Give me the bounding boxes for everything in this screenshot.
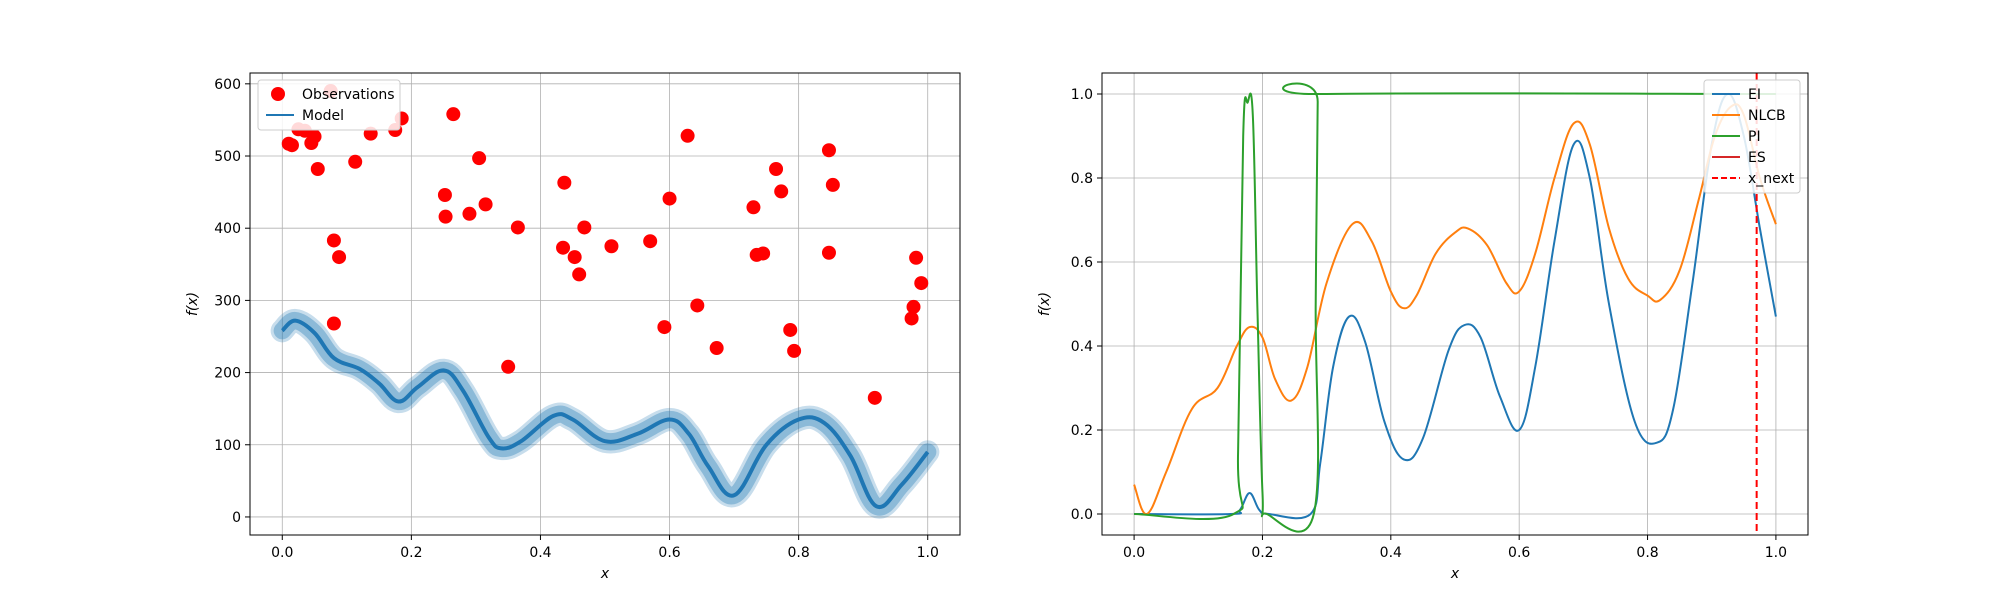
panel-2: 0.0 0.2 0.4 0.6 0.8 1.0 0.0 0.2 0.4 0.6 0.8 1.0 x f(x…	[1037, 72, 1809, 582]
observation-point	[680, 128, 695, 143]
observation-point	[478, 197, 493, 212]
legend-entry-observations-marker	[271, 87, 285, 101]
observation-point	[662, 191, 677, 206]
observation-point	[556, 240, 571, 255]
observation-point	[904, 311, 919, 326]
y-axis-label: f(x)	[185, 292, 201, 316]
series-model-line	[280, 318, 930, 510]
observation-point	[906, 299, 921, 314]
legend: EI NLCB PI ES x_next	[1703, 79, 1801, 194]
plot-area	[270, 84, 940, 519]
legend-entry-model-label: Model	[302, 108, 344, 124]
x-tick-label: 0.4	[529, 545, 551, 561]
y-tick-label: 100	[214, 438, 241, 454]
x-tick-label: 0.4	[1380, 545, 1402, 561]
observation-point	[690, 298, 705, 313]
x-tick-label: 0.8	[788, 545, 810, 561]
series-pi-line	[1134, 82, 1776, 533]
x-tick-label: 1.0	[1765, 545, 1787, 561]
observation-point	[567, 250, 582, 265]
grid	[1102, 73, 1808, 535]
x-tick-label: 0.6	[658, 545, 680, 561]
panel-1: 0.0 0.2 0.4 0.6 0.8 1.0 0 100 200 300 400 500 600 x f(…	[185, 72, 961, 582]
x-tick-label: 0.0	[1123, 545, 1145, 561]
observation-point	[284, 138, 299, 153]
observation-point	[643, 234, 658, 249]
x-tick-label: 0.8	[1636, 545, 1658, 561]
observation-point	[472, 151, 487, 166]
observation-point	[746, 200, 761, 215]
x-axis-label: x	[1450, 566, 1460, 582]
observation-point	[657, 320, 672, 335]
legend-entry-x-next-label: x_next	[1748, 171, 1795, 187]
series-nlcb-line	[1133, 103, 1777, 515]
observation-point	[438, 209, 453, 224]
y-tick-label: 0.2	[1071, 423, 1093, 439]
observation-point	[557, 175, 572, 190]
legend: Observations Model	[257, 79, 401, 131]
series-ei-line	[1134, 93, 1777, 520]
observation-point	[462, 206, 477, 221]
legend-box	[257, 79, 401, 131]
x-axis-label: x	[600, 566, 610, 582]
y-tick-label: 200	[214, 366, 241, 382]
observation-point	[821, 245, 836, 260]
axes-frame	[249, 72, 961, 536]
y-tick-label: 0	[232, 510, 241, 526]
y-tick-label: 0.6	[1071, 255, 1093, 271]
y-tick-label: 400	[214, 221, 241, 237]
y-tick-label: 300	[214, 293, 241, 309]
legend-entry-ei-label: EI	[1748, 87, 1761, 103]
y-tick-label: 0.0	[1071, 507, 1093, 523]
observation-point	[572, 267, 587, 282]
x-tick-label: 0.6	[1508, 545, 1530, 561]
x-tick-label: 0.2	[400, 545, 422, 561]
observation-point	[437, 187, 452, 202]
observation-point	[446, 107, 461, 122]
observation-point	[909, 250, 924, 265]
observation-point	[310, 162, 325, 177]
legend-box	[1703, 79, 1801, 194]
y-axis-label: f(x)	[1037, 292, 1053, 316]
observation-point	[821, 143, 836, 158]
observation-point	[756, 246, 771, 261]
observation-point	[501, 359, 516, 374]
observation-point	[577, 220, 592, 235]
observation-point	[787, 343, 802, 358]
series-observations	[281, 84, 929, 405]
y-tick-label: 1.0	[1071, 87, 1093, 103]
model-uncertainty-band	[270, 308, 940, 519]
grid	[250, 73, 960, 535]
observation-point	[783, 322, 798, 337]
observation-point	[769, 162, 784, 177]
x-tick-label: 0.0	[271, 545, 293, 561]
y-tick-label: 600	[214, 77, 241, 93]
observation-point	[332, 250, 347, 265]
observation-point	[774, 184, 789, 199]
legend-entry-observations-label: Observations	[302, 87, 395, 103]
observation-point	[307, 129, 322, 144]
observation-point	[825, 177, 840, 192]
plot-area	[1133, 73, 1777, 535]
y-tick-label: 0.4	[1071, 339, 1093, 355]
observation-point	[348, 154, 363, 169]
legend-entry-nlcb-label: NLCB	[1748, 108, 1786, 124]
observation-point	[914, 276, 929, 291]
legend-entry-es-label: ES	[1748, 150, 1766, 166]
y-tick-label: 500	[214, 149, 241, 165]
observation-point	[326, 316, 341, 331]
x-tick-label: 0.2	[1251, 545, 1273, 561]
x-tick-label: 1.0	[917, 545, 939, 561]
observation-point	[326, 233, 341, 248]
legend-entry-pi-label: PI	[1748, 129, 1761, 145]
observation-point	[867, 390, 882, 405]
observation-point	[604, 239, 619, 254]
observation-point	[510, 220, 525, 235]
y-tick-label: 0.8	[1071, 171, 1093, 187]
axes-frame	[1101, 72, 1809, 536]
observation-point	[709, 341, 724, 356]
